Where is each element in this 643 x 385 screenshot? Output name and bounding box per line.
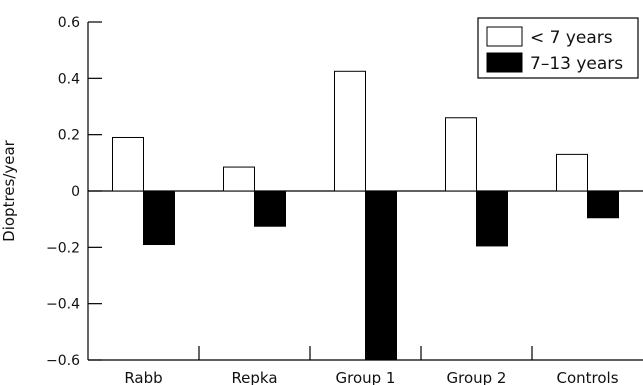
x-category-label: Group 2 (447, 369, 507, 385)
x-category-label: Group 1 (336, 369, 396, 385)
legend-swatch (486, 26, 523, 47)
y-tick-label: −0.6 (46, 353, 80, 369)
y-tick-label: −0.2 (46, 240, 80, 256)
y-tick-label: 0.6 (58, 15, 80, 31)
y-tick-label: −0.4 (46, 297, 80, 313)
bar-under-7-rabb (112, 136, 144, 192)
x-category-label: Rabb (124, 369, 162, 385)
bar-7-13-repka (254, 190, 286, 227)
legend: < 7 years 7–13 years (477, 17, 639, 79)
bar-7-13-rabb (143, 190, 175, 246)
y-tick-label: 0.4 (58, 71, 80, 87)
bar-under-7-group-1 (334, 70, 366, 192)
bar-7-13-controls (587, 190, 619, 219)
bars (112, 70, 619, 361)
tick-labels: 0.6 0.4 0.2 0 −0.2 −0.4 −0.6 Rabb Repka Group 1 Gr… (46, 15, 619, 385)
legend-label: 7–13 years (530, 54, 623, 74)
x-category-label: Controls (556, 369, 618, 385)
x-category-label: Repka (231, 369, 277, 385)
bar-7-13-group-1 (365, 190, 397, 361)
bar-7-13-group-2 (476, 190, 508, 247)
y-axis-title: Dioptres/year (0, 139, 18, 242)
y-tick-label: 0 (71, 184, 80, 200)
y-tick-label: 0.2 (58, 128, 80, 144)
legend-swatch (486, 52, 523, 73)
bar-under-7-controls (556, 153, 588, 192)
bar-under-7-repka (223, 166, 255, 192)
bar-under-7-group-2 (445, 117, 477, 192)
legend-label: < 7 years (530, 28, 613, 48)
